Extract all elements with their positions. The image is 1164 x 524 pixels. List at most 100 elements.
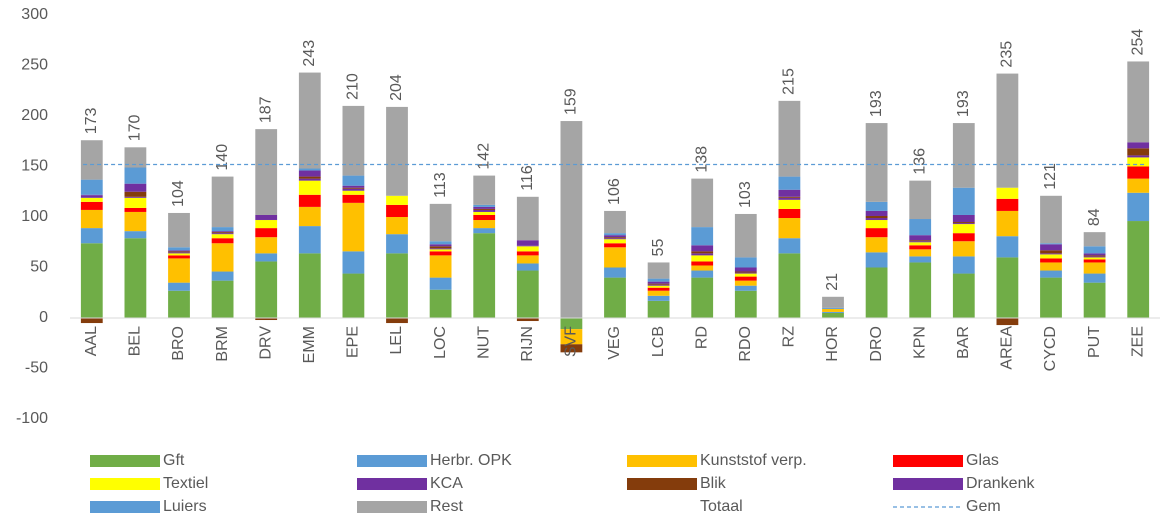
y-tick-label: 300 xyxy=(21,6,48,23)
bar-segment xyxy=(80,228,103,244)
total-label: 104 xyxy=(170,180,187,207)
bar-segment xyxy=(473,204,496,207)
x-tick-label: AREA xyxy=(999,326,1016,370)
bar-segment xyxy=(298,194,321,207)
bar-segment xyxy=(80,194,103,196)
legend-label: Gft xyxy=(163,452,185,469)
bar-segment xyxy=(1127,178,1150,193)
bar-segment xyxy=(473,211,496,215)
bar-segment xyxy=(255,220,278,229)
bar-segment xyxy=(342,188,365,191)
legend-label: Herbr. OPK xyxy=(430,452,512,469)
bar-segment xyxy=(952,256,975,274)
bar-segment xyxy=(778,199,801,209)
bar-segment xyxy=(211,232,234,234)
y-tick-label: 50 xyxy=(30,259,48,276)
bar-segment xyxy=(996,187,1019,199)
x-tick-label: CYCD xyxy=(1042,326,1059,371)
bar-segment xyxy=(996,198,1019,211)
bar-segment xyxy=(429,255,452,278)
y-tick-label: 100 xyxy=(21,208,48,225)
bar-segment xyxy=(778,189,801,197)
bar-segment xyxy=(1127,142,1150,149)
bar-segment xyxy=(386,204,408,217)
bar-segment xyxy=(691,255,714,262)
legend-label: Luiers xyxy=(163,498,207,515)
bar-segment xyxy=(604,233,626,236)
bar-segment xyxy=(1127,221,1150,318)
legend-label: Kunststof verp. xyxy=(700,452,807,469)
y-tick-label: 250 xyxy=(21,57,48,74)
bar-segment xyxy=(124,191,147,197)
total-label: 243 xyxy=(301,40,318,67)
x-tick-label: ZEE xyxy=(1129,326,1146,357)
x-tick-label: RZ xyxy=(781,326,798,348)
bar-segment xyxy=(298,170,321,177)
total-label: 113 xyxy=(432,172,449,198)
bar-segment xyxy=(647,295,670,301)
bar-segment xyxy=(1040,244,1062,251)
x-tick-label: EMM xyxy=(301,326,318,363)
legend-label: Rest xyxy=(430,498,463,515)
bar-segment xyxy=(778,176,801,190)
bar-segment xyxy=(996,73,1019,188)
bar-segment xyxy=(778,238,801,254)
bar-segment xyxy=(168,251,190,253)
bar-segment xyxy=(255,237,278,254)
bar-segment xyxy=(473,214,496,221)
bar-segment xyxy=(298,176,321,179)
bar-segment xyxy=(952,222,975,224)
legend-label: KCA xyxy=(430,475,463,492)
bar-segment xyxy=(386,318,408,324)
y-tick-label: 200 xyxy=(21,107,48,124)
bar-segment xyxy=(604,243,626,248)
bar-segment xyxy=(211,243,234,272)
bar-segment xyxy=(124,231,147,239)
bar-segment xyxy=(1040,262,1062,271)
bar-segment xyxy=(691,265,714,271)
bar-segment xyxy=(429,289,452,318)
bar-segment xyxy=(865,218,888,221)
bar-segment xyxy=(865,237,888,253)
bar-segment xyxy=(952,241,975,257)
x-tick-label: RDO xyxy=(737,326,754,362)
bar-segment xyxy=(429,251,452,256)
x-tick-label: KPN xyxy=(911,326,928,359)
bar-segment xyxy=(647,287,670,291)
bar-segment xyxy=(429,246,452,249)
total-label: 210 xyxy=(345,73,362,100)
bar-segment xyxy=(124,183,147,192)
bar-segment xyxy=(298,226,321,254)
bar-segment xyxy=(168,252,190,254)
bar-segment xyxy=(80,197,103,202)
bar-segment xyxy=(778,218,801,239)
bar-segment xyxy=(604,237,626,239)
x-tick-label: DRO xyxy=(868,326,885,362)
bar-segment xyxy=(1127,61,1150,143)
bar-segment xyxy=(1040,270,1062,278)
legend-swatch xyxy=(893,478,963,490)
x-tick-label: BRO xyxy=(170,326,187,361)
bar-segment xyxy=(560,329,583,345)
bar-segment xyxy=(865,123,888,202)
bar-segment xyxy=(80,209,103,229)
legend-swatch xyxy=(357,478,427,490)
bar-segment xyxy=(1040,254,1062,259)
bar-segment xyxy=(734,267,757,272)
total-label: 21 xyxy=(824,273,841,291)
bar-segment xyxy=(1083,253,1106,256)
bar-segment xyxy=(516,270,539,318)
bar-segment xyxy=(691,270,714,278)
bar-segment xyxy=(909,235,932,241)
bar-segment xyxy=(1083,232,1106,247)
bar-segment xyxy=(211,176,234,228)
bar-segment xyxy=(560,121,583,318)
bar-segment xyxy=(734,271,757,273)
bar-segment xyxy=(80,195,103,198)
bar-segment xyxy=(734,280,757,286)
bar-segment xyxy=(822,296,844,308)
bar-segment xyxy=(1040,258,1062,263)
bar-segment xyxy=(298,206,321,227)
bar-segment xyxy=(211,234,234,239)
bar-segment xyxy=(80,201,103,210)
